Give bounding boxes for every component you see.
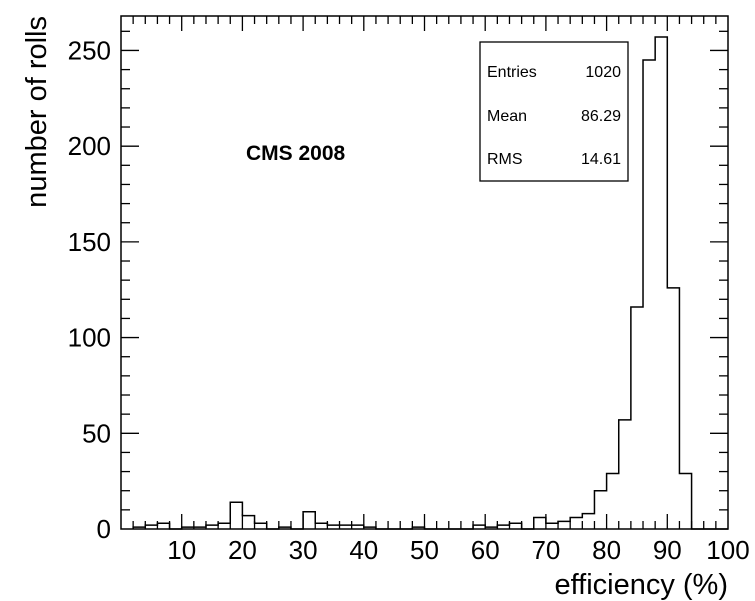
cms-2008-annotation: CMS 2008 — [246, 142, 346, 165]
x-tick-label: 40 — [349, 535, 378, 565]
stats-mean-label: Mean — [487, 108, 527, 125]
x-tick-label: 30 — [289, 535, 318, 565]
stats-rms-value: 14.61 — [581, 151, 621, 168]
x-tick-label: 20 — [228, 535, 257, 565]
x-tick-label: 90 — [653, 535, 682, 565]
y-axis-title: number of rolls — [21, 16, 53, 208]
x-tick-label: 100 — [706, 535, 749, 565]
x-tick-label: 70 — [531, 535, 560, 565]
y-tick-label: 150 — [68, 227, 111, 257]
stats-box: Entries 1020 Mean 86.29 RMS 14.61 — [479, 41, 629, 182]
x-tick-label: 60 — [471, 535, 500, 565]
stats-box-frame — [479, 41, 629, 182]
x-axis-title: efficiency (%) — [554, 569, 728, 601]
stats-entries-label: Entries — [487, 64, 537, 81]
x-tick-label: 50 — [410, 535, 439, 565]
y-tick-label: 100 — [68, 323, 111, 353]
x-tick-label: 80 — [592, 535, 621, 565]
stats-rms-label: RMS — [487, 151, 523, 168]
y-tick-label: 50 — [82, 418, 111, 448]
x-tick-label: 10 — [167, 535, 196, 565]
plot-frame — [120, 15, 729, 530]
stats-entries-value: 1020 — [585, 64, 621, 81]
y-tick-label: 250 — [68, 35, 111, 65]
y-tick-label: 200 — [68, 131, 111, 161]
y-tick-label: 0 — [97, 514, 111, 544]
stats-mean-value: 86.29 — [581, 108, 621, 125]
